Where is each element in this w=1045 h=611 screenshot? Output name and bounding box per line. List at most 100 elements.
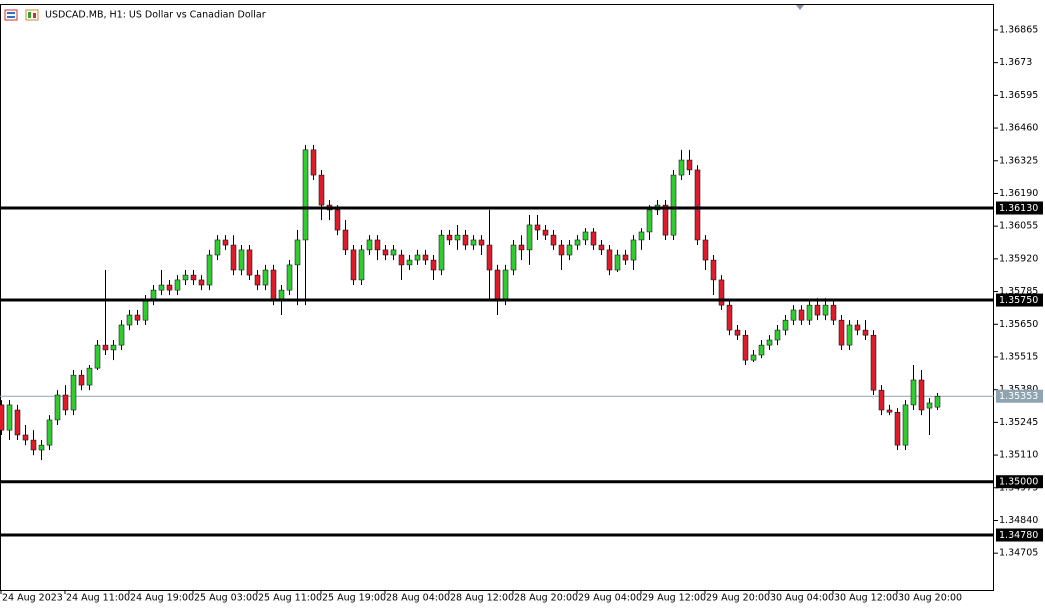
- candle-body: [366, 239, 373, 251]
- x-tick-label: 30 Aug 12:00: [834, 593, 898, 604]
- candle-body: [462, 234, 469, 246]
- level-label: 1.35000: [999, 477, 1038, 488]
- candle-body: [918, 379, 925, 411]
- icon-bar: [33, 13, 36, 18]
- candle-body: [230, 244, 237, 271]
- x-tick-label: 30 Aug 20:00: [898, 593, 962, 604]
- candle-body: [750, 354, 757, 361]
- candle-body: [494, 269, 501, 301]
- candle-body: [182, 274, 189, 281]
- y-tick-label: 1.3673: [999, 57, 1032, 68]
- candle-body: [846, 324, 853, 346]
- candle-body: [30, 439, 37, 451]
- candle-body: [478, 239, 485, 246]
- level-label: 1.36130: [999, 203, 1038, 214]
- candle-body: [174, 279, 181, 291]
- candle-body: [686, 159, 693, 171]
- candle-body: [550, 234, 557, 246]
- candle-body: [782, 319, 789, 331]
- candle-body: [270, 269, 277, 301]
- candle-body: [38, 444, 45, 451]
- candle-body: [894, 411, 901, 446]
- candle-body: [0, 404, 5, 431]
- icon-line: [7, 12, 15, 14]
- candle-body: [454, 234, 461, 241]
- candle-body: [702, 239, 709, 261]
- candle-body: [862, 329, 869, 336]
- candle-body: [830, 304, 837, 321]
- candle-body: [166, 284, 173, 291]
- y-tick-label: 1.36460: [999, 123, 1038, 134]
- candle-body: [190, 274, 197, 281]
- candle-body: [606, 249, 613, 271]
- x-tick-label: 30 Aug 04:00: [770, 593, 834, 604]
- candle-body: [758, 344, 765, 356]
- candle-body: [430, 259, 437, 271]
- x-tick-label: 28 Aug 20:00: [514, 593, 578, 604]
- candle-body: [926, 402, 933, 409]
- candle-body: [590, 231, 597, 246]
- candle-body: [694, 169, 701, 241]
- x-tick-label: 28 Aug 12:00: [450, 593, 514, 604]
- x-tick-label: 25 Aug 11:00: [258, 593, 322, 604]
- x-tick-label: 25 Aug 03:00: [194, 593, 258, 604]
- candle-body: [350, 249, 357, 281]
- candle-body: [262, 269, 269, 286]
- candle-body: [342, 229, 349, 251]
- candle-body: [118, 324, 125, 346]
- y-tick-label: 1.34840: [999, 515, 1038, 526]
- candle-body: [622, 254, 629, 261]
- y-tick-label: 1.35380: [999, 384, 1038, 395]
- candle-body: [790, 309, 797, 321]
- candle-body: [870, 334, 877, 391]
- candle-body: [86, 367, 93, 386]
- candle-body: [390, 249, 397, 256]
- candle-body: [598, 244, 605, 251]
- candle-body: [286, 264, 293, 291]
- candle-body: [110, 344, 117, 351]
- x-tick-label: 25 Aug 19:00: [322, 593, 386, 604]
- y-tick-label: 1.36190: [999, 188, 1038, 199]
- candle-body: [510, 244, 517, 271]
- candle-body: [54, 394, 61, 421]
- candle-body: [222, 239, 229, 246]
- candle-body: [902, 404, 909, 446]
- y-tick-label: 1.35785: [999, 286, 1038, 297]
- level-label-box: [996, 293, 1043, 307]
- candle-body: [158, 284, 165, 291]
- x-tick-label: 24 Aug 19:00: [130, 593, 194, 604]
- candle-body: [102, 344, 109, 351]
- candle-body: [526, 224, 533, 251]
- candle-body: [134, 314, 141, 321]
- candle-body: [718, 279, 725, 306]
- candle-body: [670, 174, 677, 236]
- candle-body: [422, 254, 429, 261]
- y-tick-label: 1.35650: [999, 319, 1038, 330]
- level-label-box: [996, 528, 1043, 542]
- candle-body: [574, 239, 581, 246]
- candle-body: [910, 379, 917, 406]
- candle-body: [774, 329, 781, 341]
- candle-body: [934, 395, 941, 408]
- candle-body: [374, 239, 381, 251]
- icon-bar: [28, 12, 31, 18]
- candle-body: [678, 159, 685, 176]
- candle-body: [558, 244, 565, 256]
- candle-body: [766, 339, 773, 346]
- candle-body: [94, 344, 101, 369]
- candle-body: [822, 304, 829, 316]
- plot-frame: [0, 4, 994, 591]
- icon-line: [7, 16, 15, 18]
- candle-body: [878, 389, 885, 411]
- candle-body: [214, 239, 221, 256]
- candle-body: [294, 239, 301, 266]
- candle-body: [46, 419, 53, 446]
- y-tick-label: 1.36325: [999, 155, 1038, 166]
- candle-body: [742, 334, 749, 361]
- candle-body: [838, 319, 845, 346]
- candle-body: [246, 249, 253, 276]
- candle-body: [206, 254, 213, 286]
- x-tick-label: 24 Aug 11:00: [66, 593, 130, 604]
- chart-title: USDCAD.MB, H1: US Dollar vs Canadian Dol…: [45, 10, 266, 21]
